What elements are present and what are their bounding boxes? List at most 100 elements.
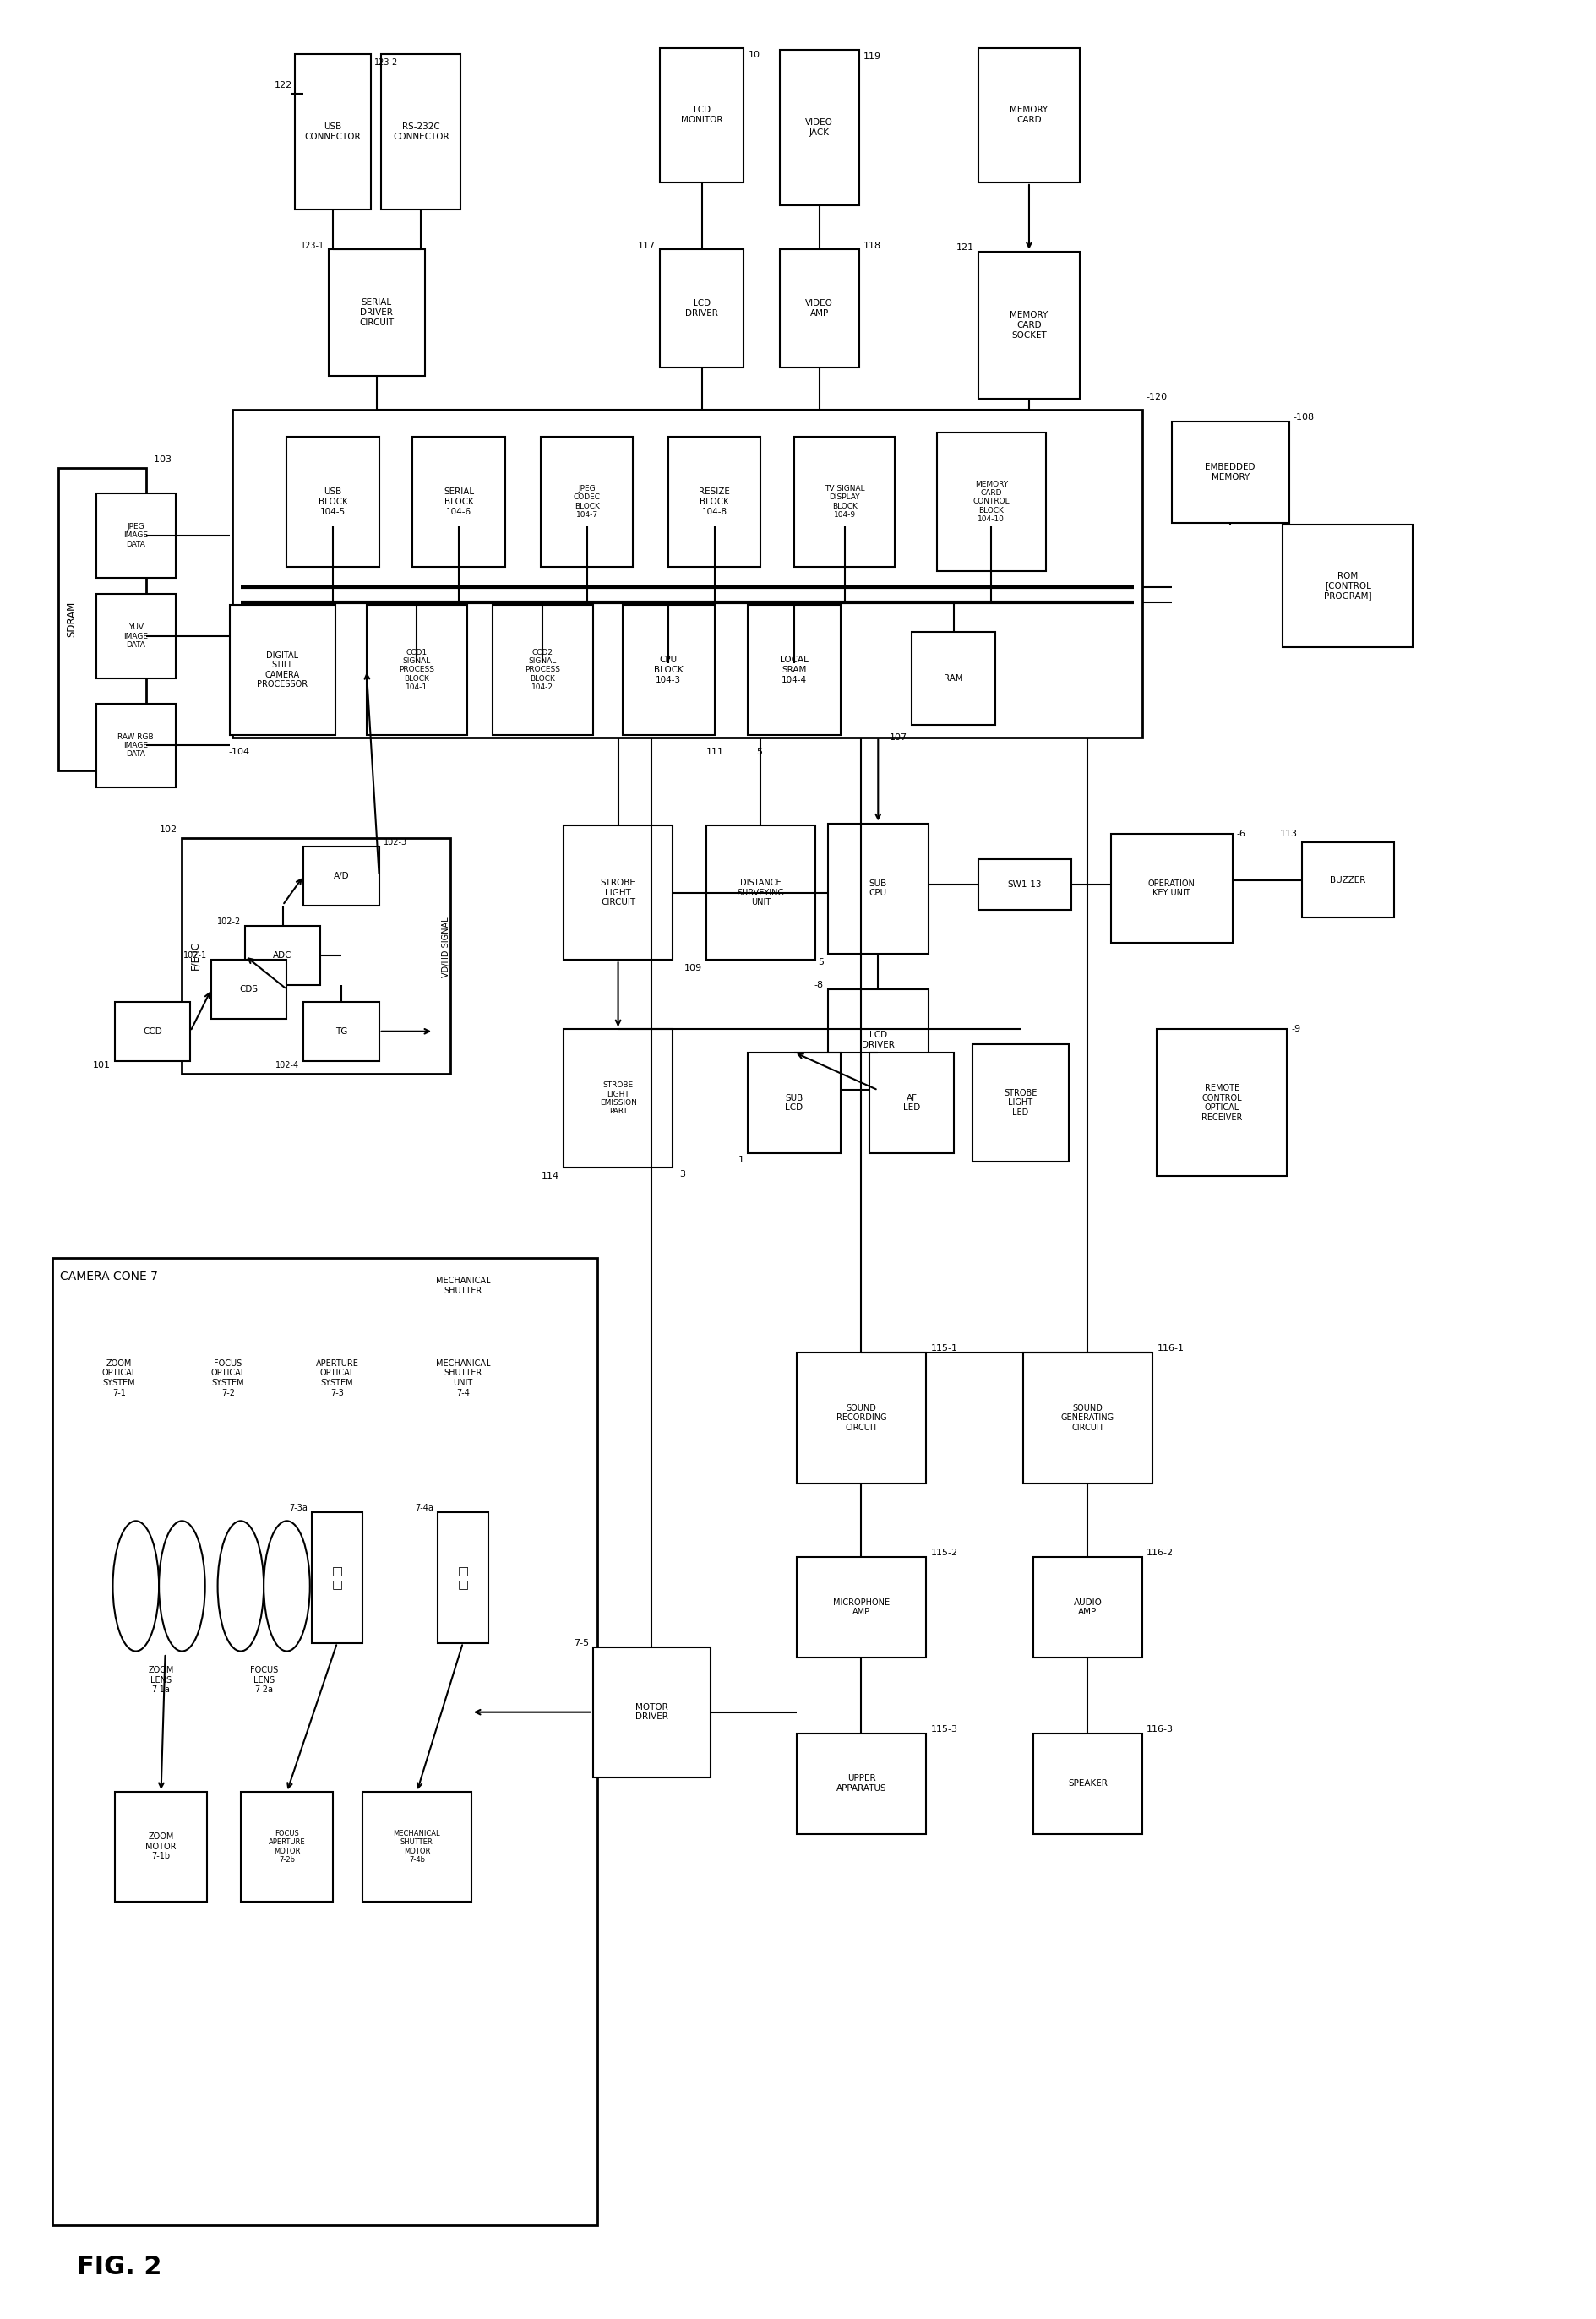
Text: 116-1: 116-1 [1157,1345,1184,1352]
Text: 101: 101 [93,1060,110,1069]
Text: DIGITAL
STILL
CAMERA
PROCESSOR: DIGITAL STILL CAMERA PROCESSOR [257,652,308,689]
Bar [59,468,147,770]
Text: FOCUS
LENS
7-2a: FOCUS LENS 7-2a [251,1665,278,1693]
Text: MOTOR
DRIVER: MOTOR DRIVER [635,1702,669,1721]
Text: VD/HD SIGNAL: VD/HD SIGNAL [442,916,450,979]
Text: 102-3: 102-3 [383,837,407,846]
Bar [362,1793,471,1902]
Text: AUDIO
AMP: AUDIO AMP [1074,1598,1103,1616]
Text: CDS: CDS [239,986,259,993]
Text: 7-3a: 7-3a [289,1505,308,1512]
Ellipse shape [113,1521,160,1651]
Text: 107: 107 [889,733,908,742]
Bar [978,49,1079,183]
Text: 116-3: 116-3 [1146,1725,1173,1732]
Bar [978,858,1071,909]
Text: 102-4: 102-4 [276,1060,300,1069]
Text: 121: 121 [956,243,975,253]
Bar [1111,835,1232,944]
Text: AF
LED: AF LED [903,1095,921,1111]
Bar [541,436,634,566]
Text: 102: 102 [160,826,177,835]
Text: 116-2: 116-2 [1146,1549,1173,1556]
Text: LCD
MONITOR: LCD MONITOR [681,107,723,125]
Text: STROBE
LIGHT
LED: STROBE LIGHT LED [1004,1088,1037,1118]
Text: □
□: □ □ [458,1565,469,1591]
Text: SERIAL
BLOCK
104-6: SERIAL BLOCK 104-6 [444,487,474,515]
Text: -108: -108 [1293,413,1315,422]
Text: JPEG
IMAGE
DATA: JPEG IMAGE DATA [123,522,148,547]
Text: MECHANICAL
SHUTTER
MOTOR
7-4b: MECHANICAL SHUTTER MOTOR 7-4b [393,1830,440,1864]
Bar [1033,1732,1143,1834]
Text: -103: -103 [150,455,172,464]
Text: VIDEO
JACK: VIDEO JACK [806,118,833,137]
Text: A/D: A/D [334,872,350,879]
Bar [972,1044,1069,1162]
Bar [796,1732,926,1834]
Bar [115,1002,190,1060]
Bar [233,410,1143,737]
Ellipse shape [160,1521,204,1651]
Bar [311,1512,362,1642]
Bar [622,605,715,735]
Text: USB
CONNECTOR: USB CONNECTOR [305,123,361,141]
Bar [244,925,321,986]
Text: UPPER
APPARATUS: UPPER APPARATUS [836,1774,886,1793]
Bar [795,436,895,566]
Text: 115-2: 115-2 [930,1549,958,1556]
Text: BUZZER: BUZZER [1329,877,1366,884]
Text: ADC: ADC [273,951,292,960]
Text: 113: 113 [1280,830,1298,837]
Text: LOCAL
SRAM
104-4: LOCAL SRAM 104-4 [780,656,809,684]
Bar [381,53,461,209]
Text: MECHANICAL
SHUTTER: MECHANICAL SHUTTER [436,1278,490,1294]
Bar [96,594,176,677]
Text: 7-5: 7-5 [573,1640,589,1646]
Text: SOUND
GENERATING
CIRCUIT: SOUND GENERATING CIRCUIT [1061,1403,1114,1433]
Text: JPEG
CODEC
BLOCK
104-7: JPEG CODEC BLOCK 104-7 [573,485,600,519]
Text: 115-1: 115-1 [930,1345,958,1352]
Text: 123-2: 123-2 [373,58,397,67]
Text: TG: TG [335,1027,348,1037]
Bar [115,1793,207,1902]
Text: ZOOM
LENS
7-1a: ZOOM LENS 7-1a [148,1665,174,1693]
Text: 119: 119 [863,53,881,60]
Bar [828,990,929,1090]
Text: 3: 3 [680,1171,685,1178]
Text: MICROPHONE
AMP: MICROPHONE AMP [833,1598,889,1616]
Text: 118: 118 [863,241,881,250]
Text: CCD: CCD [144,1027,163,1037]
Text: 115-3: 115-3 [930,1725,958,1732]
Bar [796,1556,926,1658]
Ellipse shape [263,1521,310,1651]
Bar [367,605,468,735]
Text: MEMORY
CARD
SOCKET: MEMORY CARD SOCKET [1010,311,1049,339]
Bar [978,253,1079,399]
Text: CPU
BLOCK
104-3: CPU BLOCK 104-3 [654,656,683,684]
Bar [1171,422,1290,522]
Bar [661,49,744,183]
Text: SUB
CPU: SUB CPU [870,879,887,897]
Text: LCD
DRIVER: LCD DRIVER [862,1030,894,1048]
Text: F/E-IC: F/E-IC [190,942,201,969]
Text: 1: 1 [737,1155,744,1164]
Text: YUV
IMAGE
DATA: YUV IMAGE DATA [123,624,148,649]
Text: STROBE
LIGHT
CIRCUIT: STROBE LIGHT CIRCUIT [600,879,635,907]
Text: 10: 10 [749,51,760,58]
Bar [96,703,176,788]
Text: ZOOM
MOTOR
7-1b: ZOOM MOTOR 7-1b [145,1832,177,1860]
Text: CAMERA CONE 7: CAMERA CONE 7 [61,1271,158,1282]
Bar [413,436,504,566]
Bar [230,605,335,735]
Text: CCD1
SIGNAL
PROCESS
BLOCK
104-1: CCD1 SIGNAL PROCESS BLOCK 104-1 [399,649,434,691]
Bar [937,431,1045,570]
Bar [828,823,929,953]
Text: FIG. 2: FIG. 2 [77,2254,163,2280]
Bar [211,960,287,1018]
Text: 122: 122 [275,81,292,90]
Text: RS-232C
CONNECTOR: RS-232C CONNECTOR [393,123,448,141]
Text: -9: -9 [1291,1025,1301,1034]
Bar [779,51,859,206]
Text: SOUND
RECORDING
CIRCUIT: SOUND RECORDING CIRCUIT [836,1403,886,1433]
Bar [182,837,450,1074]
